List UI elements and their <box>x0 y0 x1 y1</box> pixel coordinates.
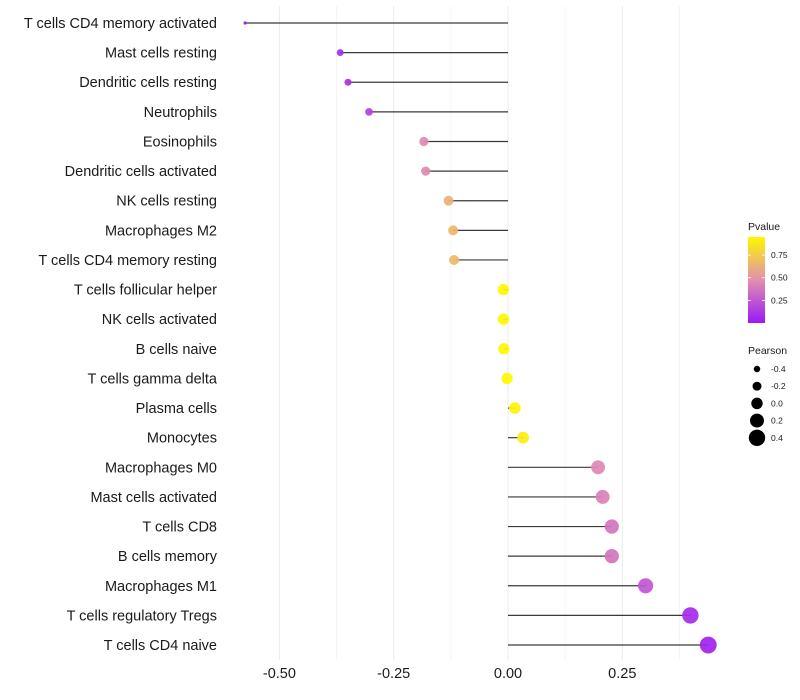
y-axis-label: Eosinophils <box>143 134 217 150</box>
y-axis-label: B cells naive <box>136 342 217 358</box>
y-axis-label: T cells gamma delta <box>88 371 218 387</box>
y-axis-label: NK cells resting <box>116 194 217 210</box>
lollipop-point <box>699 636 717 654</box>
lollipop-point <box>448 225 459 236</box>
pvalue-colorbar <box>748 237 765 323</box>
lollipop-point <box>591 460 606 475</box>
pvalue-legend-title: Pvalue <box>748 221 780 233</box>
y-axis-label: Monocytes <box>147 431 217 447</box>
y-axis-label: Macrophages M2 <box>105 223 217 239</box>
y-axis-label: T cells regulatory Tregs <box>67 608 217 624</box>
pearson-legend-title: Pearson <box>748 345 787 357</box>
y-axis-labels: T cells CD4 memory activated Mast cells r… <box>24 16 218 654</box>
lollipop-point <box>497 313 510 325</box>
y-axis-label: T cells CD8 <box>142 520 217 536</box>
lollipop-point <box>517 431 530 444</box>
y-axis-label: Neutrophils <box>144 105 217 121</box>
lollipop-point <box>682 607 699 624</box>
lollipop-point <box>595 489 610 504</box>
pearson-legend: Pearson -0.4 -0.2 0.0 0.2 0.4 <box>748 345 787 446</box>
y-axis-label: Plasma cells <box>136 401 217 417</box>
size-legend-key <box>752 381 762 391</box>
size-legend-label: -0.4 <box>771 364 786 374</box>
colorbar-label: 0.25 <box>771 295 788 305</box>
y-axis-label: Dendritic cells activated <box>65 164 217 180</box>
size-legend-key <box>751 397 763 410</box>
size-legend-key <box>748 429 766 446</box>
lollipop-points <box>243 21 717 654</box>
lollipop-point <box>501 372 513 385</box>
size-legend-label: 0.0 <box>771 398 783 408</box>
lollipop-point <box>443 195 454 206</box>
y-axis-label: Mast cells resting <box>105 46 217 62</box>
lollipop-point <box>449 254 460 265</box>
size-legend-label: 0.2 <box>771 416 783 426</box>
colorbar-label: 0.75 <box>771 250 788 260</box>
y-axis-label: Dendritic cells resting <box>79 75 217 91</box>
y-axis-label: Macrophages M1 <box>105 579 217 595</box>
x-tick-label: -0.50 <box>263 666 296 682</box>
y-axis-label: T cells CD4 naive <box>104 638 217 654</box>
x-tick-label: -0.25 <box>377 666 410 682</box>
lollipop-point <box>497 283 510 296</box>
gridlines <box>278 6 680 660</box>
y-axis-label: NK cells activated <box>102 312 217 328</box>
lollipop-stems <box>245 22 709 646</box>
size-legend-key <box>753 365 761 373</box>
lollipop-point <box>604 549 619 564</box>
size-legend-label: 0.4 <box>771 433 783 443</box>
lollipop-point <box>243 21 247 25</box>
x-tick-label: 0.25 <box>608 666 636 682</box>
size-legend-label: -0.2 <box>771 381 786 391</box>
lollipop-point <box>498 343 510 355</box>
x-axis-tick-labels: -0.50 -0.25 0.00 0.25 <box>263 666 637 682</box>
y-axis-label: T cells CD4 memory activated <box>24 16 217 32</box>
y-axis-label: T cells CD4 memory resting <box>38 253 217 269</box>
lollipop-point <box>638 578 654 594</box>
x-tick-label: 0.00 <box>494 666 522 682</box>
lollipop-point <box>509 402 521 414</box>
lollipop-point <box>365 108 373 116</box>
y-axis-label: Mast cells activated <box>90 490 217 506</box>
lollipop-point <box>344 78 352 86</box>
pvalue-legend: Pvalue 0.25 0.50 0.75 <box>748 221 788 323</box>
lollipop-point <box>604 519 619 534</box>
lollipop-point <box>419 136 429 147</box>
size-legend-key <box>750 413 764 428</box>
colorbar-label: 0.50 <box>771 273 788 283</box>
y-axis-label: Macrophages M0 <box>105 460 217 476</box>
lollipop-point <box>421 166 431 176</box>
y-axis-label: B cells memory <box>118 549 218 565</box>
lollipop-point <box>336 49 344 57</box>
y-axis-label: T cells follicular helper <box>74 283 217 299</box>
